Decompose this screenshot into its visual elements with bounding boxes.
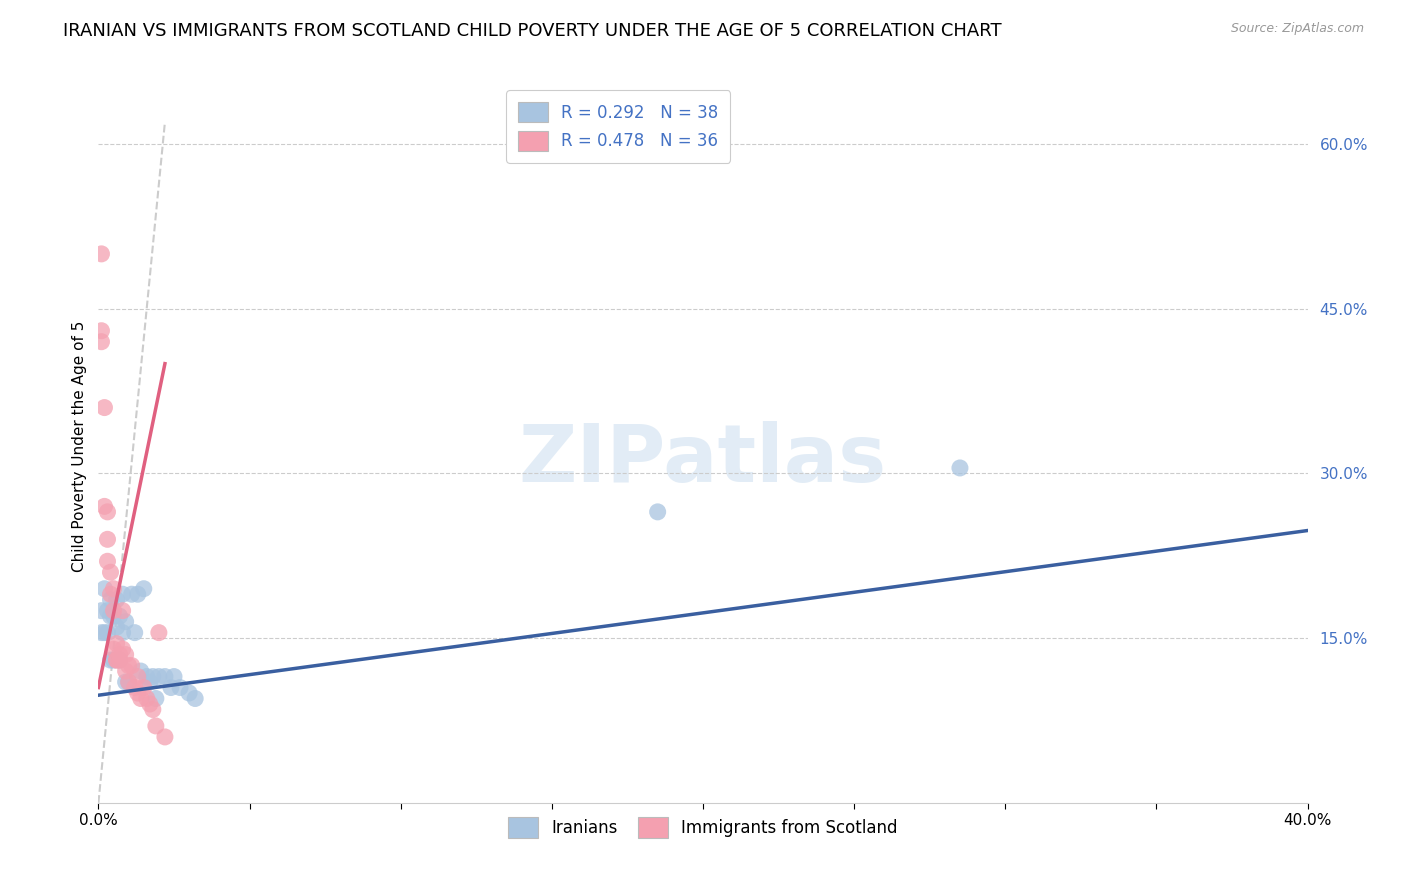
Point <box>114 648 136 662</box>
Point <box>103 653 125 667</box>
Point <box>90 604 112 618</box>
Point <box>124 625 146 640</box>
Point <box>90 334 112 349</box>
Point <box>90 247 112 261</box>
Point <box>108 653 131 667</box>
Point <box>163 669 186 683</box>
Point <box>135 691 157 706</box>
Point <box>153 730 176 744</box>
Point <box>103 604 125 618</box>
Point <box>100 609 122 624</box>
Point <box>647 505 669 519</box>
Y-axis label: Child Poverty Under the Age of 5: Child Poverty Under the Age of 5 <box>72 320 87 572</box>
Point <box>142 669 165 683</box>
Point <box>103 609 125 624</box>
Point <box>96 533 118 547</box>
Point <box>169 681 191 695</box>
Point <box>114 675 136 690</box>
Point <box>160 681 183 695</box>
Point <box>145 719 167 733</box>
Point <box>100 592 122 607</box>
Point <box>96 505 118 519</box>
Point <box>93 582 115 596</box>
Point <box>105 592 128 607</box>
Point <box>108 653 131 667</box>
Point <box>127 587 149 601</box>
Point <box>108 609 131 624</box>
Point <box>121 587 143 601</box>
Point <box>132 582 155 596</box>
Point <box>129 691 152 706</box>
Point <box>96 554 118 568</box>
Point <box>121 658 143 673</box>
Point <box>114 615 136 629</box>
Point <box>111 642 134 657</box>
Point <box>105 653 128 667</box>
Point <box>100 566 122 580</box>
Point <box>105 653 128 667</box>
Point <box>90 324 112 338</box>
Point <box>108 648 131 662</box>
Point <box>127 686 149 700</box>
Point <box>114 664 136 678</box>
Point <box>124 681 146 695</box>
Point <box>132 681 155 695</box>
Point <box>139 675 162 690</box>
Point <box>129 664 152 678</box>
Point <box>145 691 167 706</box>
Point <box>90 625 112 640</box>
Text: Source: ZipAtlas.com: Source: ZipAtlas.com <box>1230 22 1364 36</box>
Point <box>96 625 118 640</box>
Point <box>142 702 165 716</box>
Point <box>100 653 122 667</box>
Point <box>127 669 149 683</box>
Point <box>179 686 201 700</box>
Point <box>93 625 115 640</box>
Point <box>111 625 134 640</box>
Point <box>148 669 170 683</box>
Point <box>111 587 134 601</box>
Point <box>118 658 141 673</box>
Point <box>96 604 118 618</box>
Point <box>111 604 134 618</box>
Point <box>105 620 128 634</box>
Point <box>103 642 125 657</box>
Point <box>93 401 115 415</box>
Point <box>184 691 207 706</box>
Point <box>93 500 115 514</box>
Point <box>135 669 157 683</box>
Point <box>949 461 972 475</box>
Text: ZIPatlas: ZIPatlas <box>519 421 887 500</box>
Point <box>118 675 141 690</box>
Text: IRANIAN VS IMMIGRANTS FROM SCOTLAND CHILD POVERTY UNDER THE AGE OF 5 CORRELATION: IRANIAN VS IMMIGRANTS FROM SCOTLAND CHIL… <box>63 22 1002 40</box>
Point <box>103 582 125 596</box>
Point <box>100 587 122 601</box>
Point <box>153 669 176 683</box>
Point <box>105 637 128 651</box>
Point <box>118 675 141 690</box>
Legend: Iranians, Immigrants from Scotland: Iranians, Immigrants from Scotland <box>502 811 904 845</box>
Point <box>148 625 170 640</box>
Point <box>139 697 162 711</box>
